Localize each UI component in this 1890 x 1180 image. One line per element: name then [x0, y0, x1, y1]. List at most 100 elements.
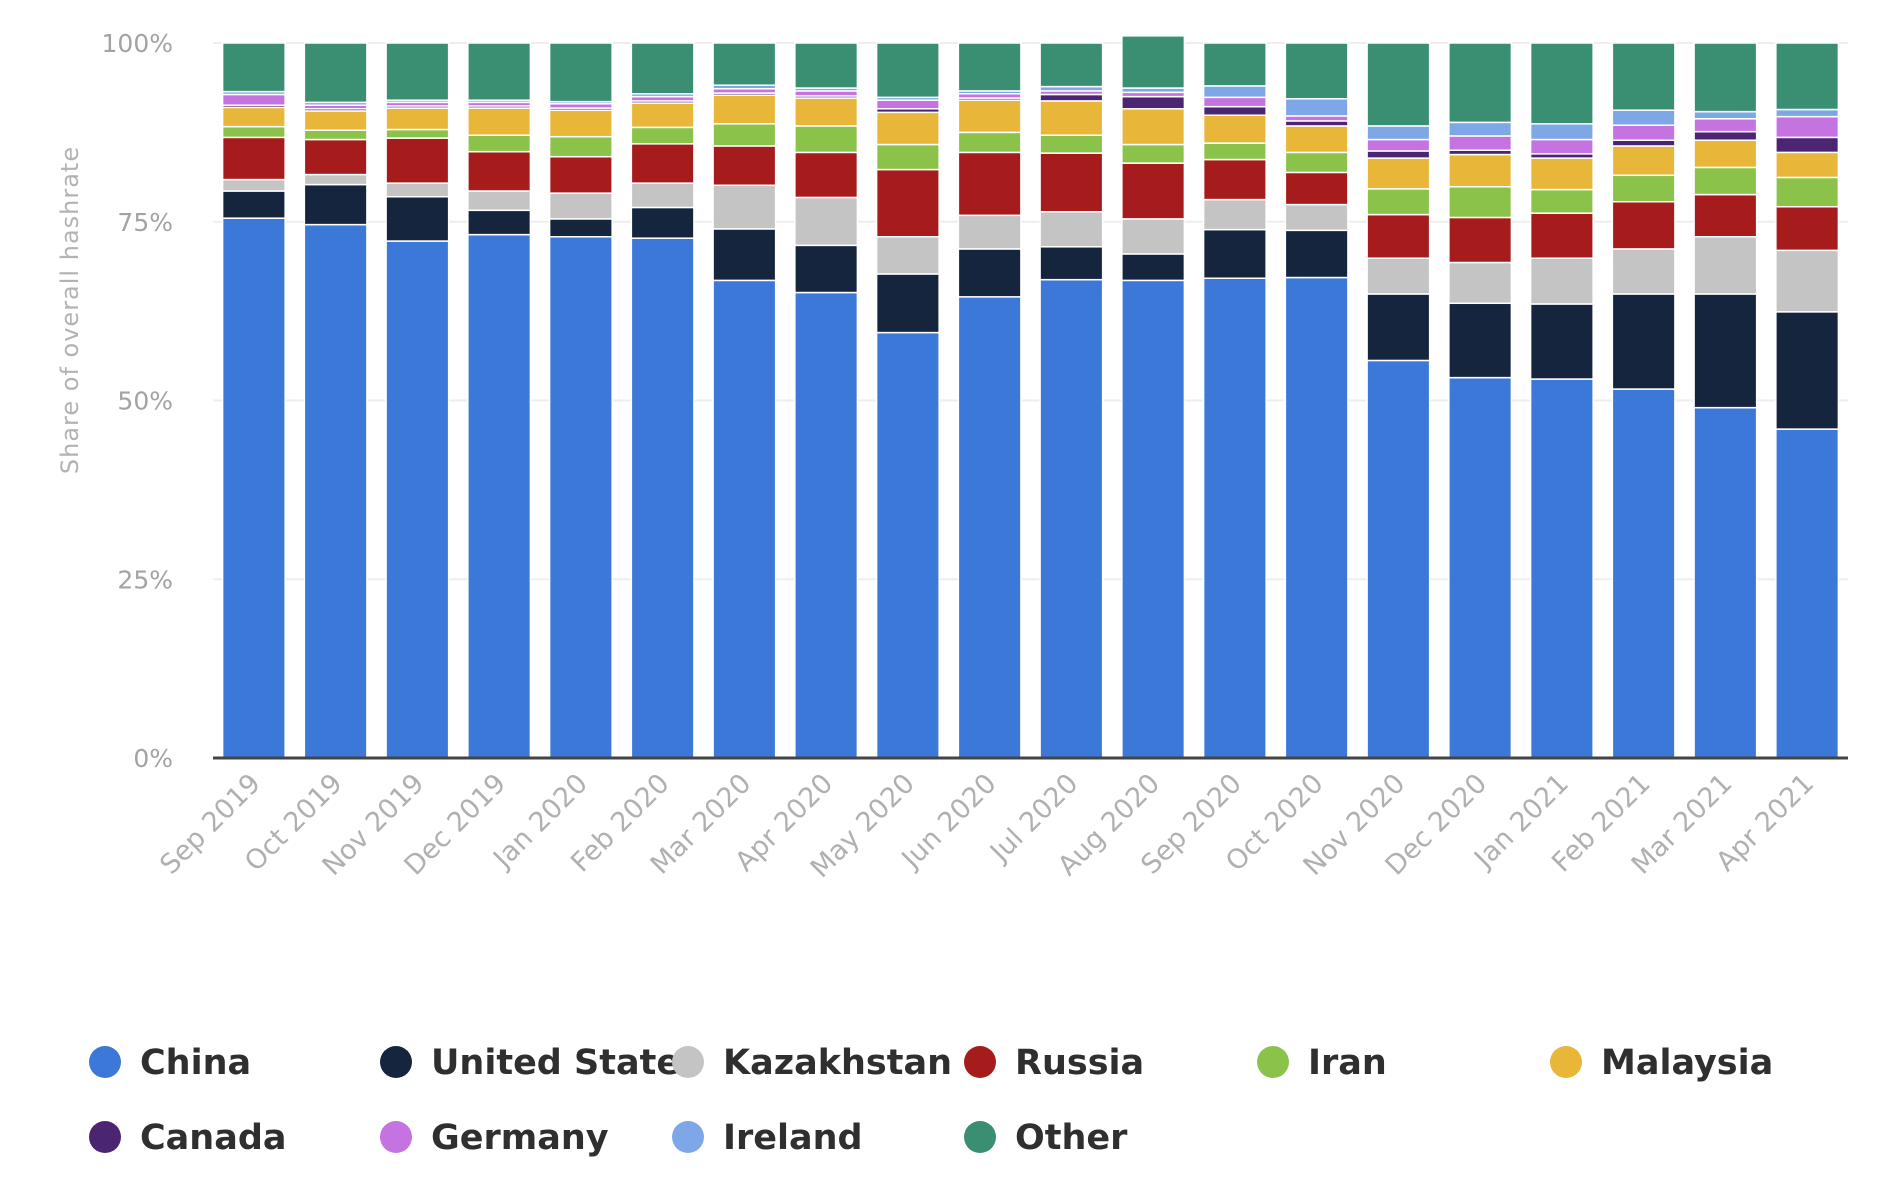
bar-stack [1448, 42, 1513, 759]
legend-item: United States [380, 1043, 701, 1083]
bar-segment [221, 190, 286, 219]
bar-segment [385, 107, 450, 131]
bar-segment [1448, 216, 1513, 264]
legend-swatch [672, 1046, 704, 1078]
y-axis-label: Share of overall hashrate [56, 146, 84, 474]
bar-segment [467, 107, 532, 136]
legend-item: Malaysia [1550, 1043, 1773, 1083]
y-tick-label: 50% [117, 387, 173, 416]
bar-segment [1448, 302, 1513, 379]
bar-segment [1039, 210, 1104, 248]
bar-segment [712, 123, 777, 147]
bar-segment [1693, 193, 1758, 238]
bar-segment [467, 42, 532, 101]
bar-segment [548, 192, 613, 220]
bar-segment [875, 143, 940, 171]
bar-segment [1202, 158, 1267, 201]
bar-segment [1611, 42, 1676, 111]
bar-segment [1693, 236, 1758, 295]
bar-segment [385, 42, 450, 101]
legend-swatch [380, 1121, 412, 1153]
bar-segment [1611, 174, 1676, 203]
bar-stack [1693, 42, 1758, 759]
bar-segment [1039, 100, 1104, 136]
bar-segment [548, 236, 613, 759]
bar-segment [1775, 249, 1840, 313]
bar-segment [712, 145, 777, 187]
bar-segment [1693, 293, 1758, 409]
bar-segment [1529, 138, 1594, 155]
bar-segment [1529, 157, 1594, 191]
bar-stack [303, 42, 368, 759]
legend-item: Other [964, 1118, 1128, 1158]
y-tick-label: 100% [102, 29, 173, 58]
bar-segment [1202, 105, 1267, 116]
legend-label: Ireland [723, 1118, 863, 1158]
bar-segment [1693, 110, 1758, 120]
bar-stack [1121, 35, 1186, 759]
bar-stack [794, 42, 859, 759]
bar-segment [1284, 203, 1349, 232]
bar-segment [1284, 115, 1349, 122]
bar-segment [1121, 108, 1186, 146]
legend-label: China [140, 1043, 251, 1083]
bar-segment [1202, 198, 1267, 231]
legend-label: Russia [1015, 1043, 1144, 1083]
bar-segment [794, 291, 859, 759]
bar-segment [875, 236, 940, 275]
bar-segment [794, 125, 859, 154]
bar-segment [712, 279, 777, 759]
bar-segment [1284, 151, 1349, 174]
bar-segment [794, 244, 859, 294]
bar-segment [221, 178, 286, 192]
bar-segment [221, 106, 286, 128]
legend-label: Kazakhstan [723, 1043, 952, 1083]
legend-item: Canada [89, 1118, 287, 1158]
bar-segment [221, 42, 286, 93]
bar-segment [1529, 378, 1594, 759]
bar-stack [1202, 42, 1267, 759]
bar-segment [1284, 98, 1349, 117]
bar-segment [1039, 93, 1104, 102]
bar-segment [221, 93, 286, 106]
bar-segment [1366, 138, 1431, 152]
legend-label: Germany [431, 1118, 609, 1158]
bar-segment [875, 273, 940, 334]
bar-segment [1611, 388, 1676, 759]
bar-segment [957, 99, 1022, 134]
bar-segment [1775, 205, 1840, 252]
bar-segment [1121, 35, 1186, 89]
bar-segment [1039, 134, 1104, 154]
bar-segment [1202, 96, 1267, 108]
bar-segment [630, 126, 695, 145]
bar-segment [957, 214, 1022, 250]
bar-segment [221, 125, 286, 139]
bar-segment [1529, 257, 1594, 305]
bar-stack [221, 42, 286, 759]
bar-segment [303, 173, 368, 186]
bar-segment [1693, 139, 1758, 169]
bar-segment [1121, 143, 1186, 164]
legend-item: Ireland [672, 1118, 863, 1158]
bar-segment [1529, 42, 1594, 125]
bar-segment [794, 97, 859, 127]
bar-segment [1775, 428, 1840, 759]
bar-stack [1775, 42, 1840, 759]
bar-segment [957, 248, 1022, 298]
bar-segment [1202, 85, 1267, 99]
legend-label: Iran [1308, 1043, 1387, 1083]
bar-segment [1121, 162, 1186, 220]
bar-segment [1121, 279, 1186, 759]
bar-stack [1529, 42, 1594, 759]
bar-segment [303, 42, 368, 104]
legend-swatch [1550, 1046, 1582, 1078]
bar-segment [1775, 136, 1840, 154]
bar-stack [385, 42, 450, 759]
legend-swatch [964, 1046, 996, 1078]
legend-label: Other [1015, 1118, 1128, 1158]
bar-segment [630, 237, 695, 759]
y-tick-label: 75% [117, 208, 173, 237]
bar-segment [1121, 253, 1186, 282]
bar-segment [385, 182, 450, 198]
bar-segment [1448, 153, 1513, 188]
